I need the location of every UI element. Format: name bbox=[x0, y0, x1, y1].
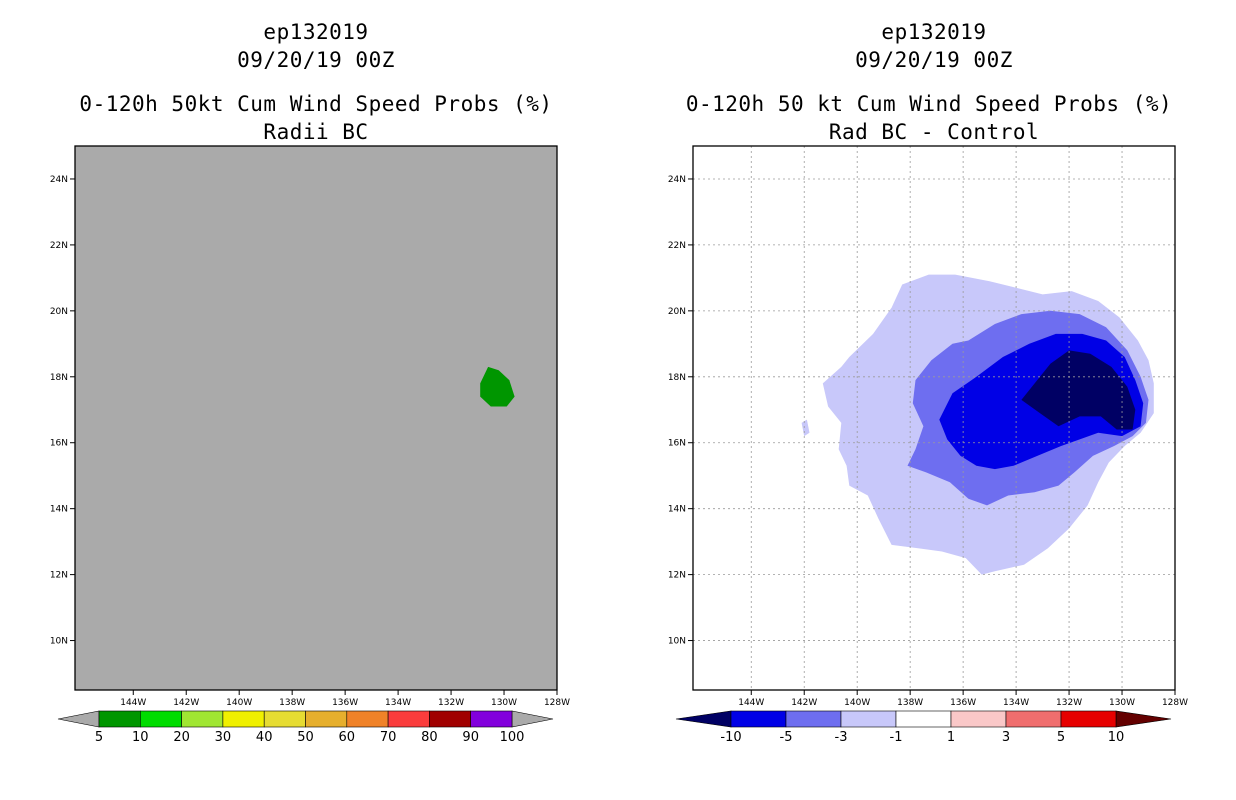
left-colorbar-label-2: 20 bbox=[173, 730, 190, 745]
left-x-tick-label-0: 144W bbox=[120, 698, 146, 708]
left-colorbar-label-10: 100 bbox=[500, 730, 525, 745]
left-colorbar-swatch-6 bbox=[346, 710, 389, 728]
left-x-tick-label-6: 132W bbox=[438, 698, 464, 708]
left-plot-frame bbox=[74, 145, 558, 691]
left-colorbar-label-3: 30 bbox=[215, 730, 232, 745]
right-colorbar-label-3: -1 bbox=[890, 730, 903, 745]
right-x-tick-label-3: 138W bbox=[897, 698, 923, 708]
right-colorbar-label-0: -10 bbox=[720, 730, 741, 745]
right-x-tick-label-8: 128W bbox=[1162, 698, 1188, 708]
left-x-tick-label-7: 130W bbox=[491, 698, 517, 708]
right-y-tick-label-1: 22N bbox=[668, 241, 686, 251]
left-y-tick-label-3: 18N bbox=[50, 373, 68, 383]
right-colorbar-swatch-4 bbox=[950, 710, 1007, 728]
left-y-tick-label-2: 20N bbox=[50, 307, 68, 317]
right-colorbar-swatch-1 bbox=[785, 710, 842, 728]
left-colorbar-label-7: 70 bbox=[380, 730, 397, 745]
left-colorbar-label-0: 5 bbox=[95, 730, 103, 745]
right-y-tick-label-7: 10N bbox=[668, 637, 686, 647]
left-colorbar-label-9: 90 bbox=[462, 730, 479, 745]
right-x-tick-label-6: 132W bbox=[1056, 698, 1082, 708]
left-colorbar-swatch-9 bbox=[470, 710, 513, 728]
left-x-tick-label-3: 138W bbox=[279, 698, 305, 708]
left-x-tick-label-4: 136W bbox=[332, 698, 358, 708]
right-region-1 bbox=[801, 419, 810, 437]
right-y-tick-label-6: 12N bbox=[668, 571, 686, 581]
left-title-line-1: ep132019 bbox=[263, 20, 369, 44]
left-y-tick-label-4: 16N bbox=[50, 439, 68, 449]
left-title-line-4: Radii BC bbox=[263, 120, 369, 144]
left-colorbar-swatch-3 bbox=[222, 710, 265, 728]
right-colorbar-label-7: 10 bbox=[1108, 730, 1125, 745]
right-colorbar-label-4: 1 bbox=[947, 730, 955, 745]
right-colorbar-swatch-2 bbox=[840, 710, 897, 728]
left-colorbar-label-8: 80 bbox=[421, 730, 438, 745]
left-plot-background bbox=[75, 146, 557, 690]
right-x-tick-label-0: 144W bbox=[738, 698, 764, 708]
right-y-tick-label-2: 20N bbox=[668, 307, 686, 317]
left-y-tick-label-6: 12N bbox=[50, 571, 68, 581]
left-y-tick-label-5: 14N bbox=[50, 505, 68, 515]
right-colorbar-swatch-3 bbox=[895, 710, 952, 728]
left-y-tick-label-0: 24N bbox=[50, 175, 68, 185]
left-colorbar-swatch-2 bbox=[181, 710, 224, 728]
right-colorbar-label-5: 3 bbox=[1002, 730, 1010, 745]
right-colorbar-label-6: 5 bbox=[1057, 730, 1065, 745]
right-y-tick-label-0: 24N bbox=[668, 175, 686, 185]
left-x-tick-label-5: 134W bbox=[385, 698, 411, 708]
left-title-line-3: 0-120h 50kt Cum Wind Speed Probs (%) bbox=[79, 92, 553, 116]
left-colorbar-swatch-1 bbox=[140, 710, 182, 728]
left-colorbar-swatch-8 bbox=[429, 710, 471, 728]
right-y-tick-label-5: 14N bbox=[668, 505, 686, 515]
right-y-tick-label-3: 18N bbox=[668, 373, 686, 383]
left-colorbar-label-4: 40 bbox=[256, 730, 273, 745]
left-colorbar-under bbox=[57, 710, 100, 728]
left-title-line-2: 09/20/19 00Z bbox=[237, 48, 395, 72]
left-colorbar-label-5: 50 bbox=[297, 730, 314, 745]
right-x-tick-label-2: 140W bbox=[844, 698, 870, 708]
left-region-0 bbox=[480, 366, 515, 407]
left-colorbar-swatch-0 bbox=[98, 710, 141, 728]
right-x-tick-label-1: 142W bbox=[791, 698, 817, 708]
right-colorbar-under bbox=[675, 710, 732, 728]
left-y-tick-label-1: 22N bbox=[50, 241, 68, 251]
left-colorbar-swatch-5 bbox=[305, 710, 348, 728]
left-colorbar-over bbox=[511, 710, 554, 728]
left-y-tick-label-7: 10N bbox=[50, 637, 68, 647]
right-title-line-2: 09/20/19 00Z bbox=[855, 48, 1013, 72]
left-colorbar-label-6: 60 bbox=[339, 730, 356, 745]
left-colorbar-label-1: 10 bbox=[132, 730, 149, 745]
right-colorbar-over bbox=[1115, 710, 1172, 728]
right-colorbar-swatch-5 bbox=[1005, 710, 1062, 728]
right-title-line-3: 0-120h 50 kt Cum Wind Speed Probs (%) bbox=[685, 92, 1173, 116]
right-colorbar-swatch-0 bbox=[730, 710, 787, 728]
right-region-4 bbox=[1021, 350, 1136, 430]
right-title-line-1: ep132019 bbox=[881, 20, 987, 44]
right-x-tick-label-5: 134W bbox=[1003, 698, 1029, 708]
left-colorbar-swatch-7 bbox=[387, 710, 430, 728]
left-x-tick-label-2: 140W bbox=[226, 698, 252, 708]
left-x-tick-label-8: 128W bbox=[544, 698, 570, 708]
left-x-tick-label-1: 142W bbox=[173, 698, 199, 708]
right-y-tick-label-4: 16N bbox=[668, 439, 686, 449]
right-plot-frame bbox=[692, 145, 1176, 691]
right-colorbar-label-1: -5 bbox=[780, 730, 793, 745]
right-colorbar-swatch-6 bbox=[1060, 710, 1117, 728]
right-title-line-4: Rad BC - Control bbox=[828, 120, 1040, 144]
right-x-tick-label-4: 136W bbox=[950, 698, 976, 708]
right-x-tick-label-7: 130W bbox=[1109, 698, 1135, 708]
left-colorbar-swatch-4 bbox=[263, 710, 306, 728]
right-colorbar-label-2: -3 bbox=[835, 730, 848, 745]
